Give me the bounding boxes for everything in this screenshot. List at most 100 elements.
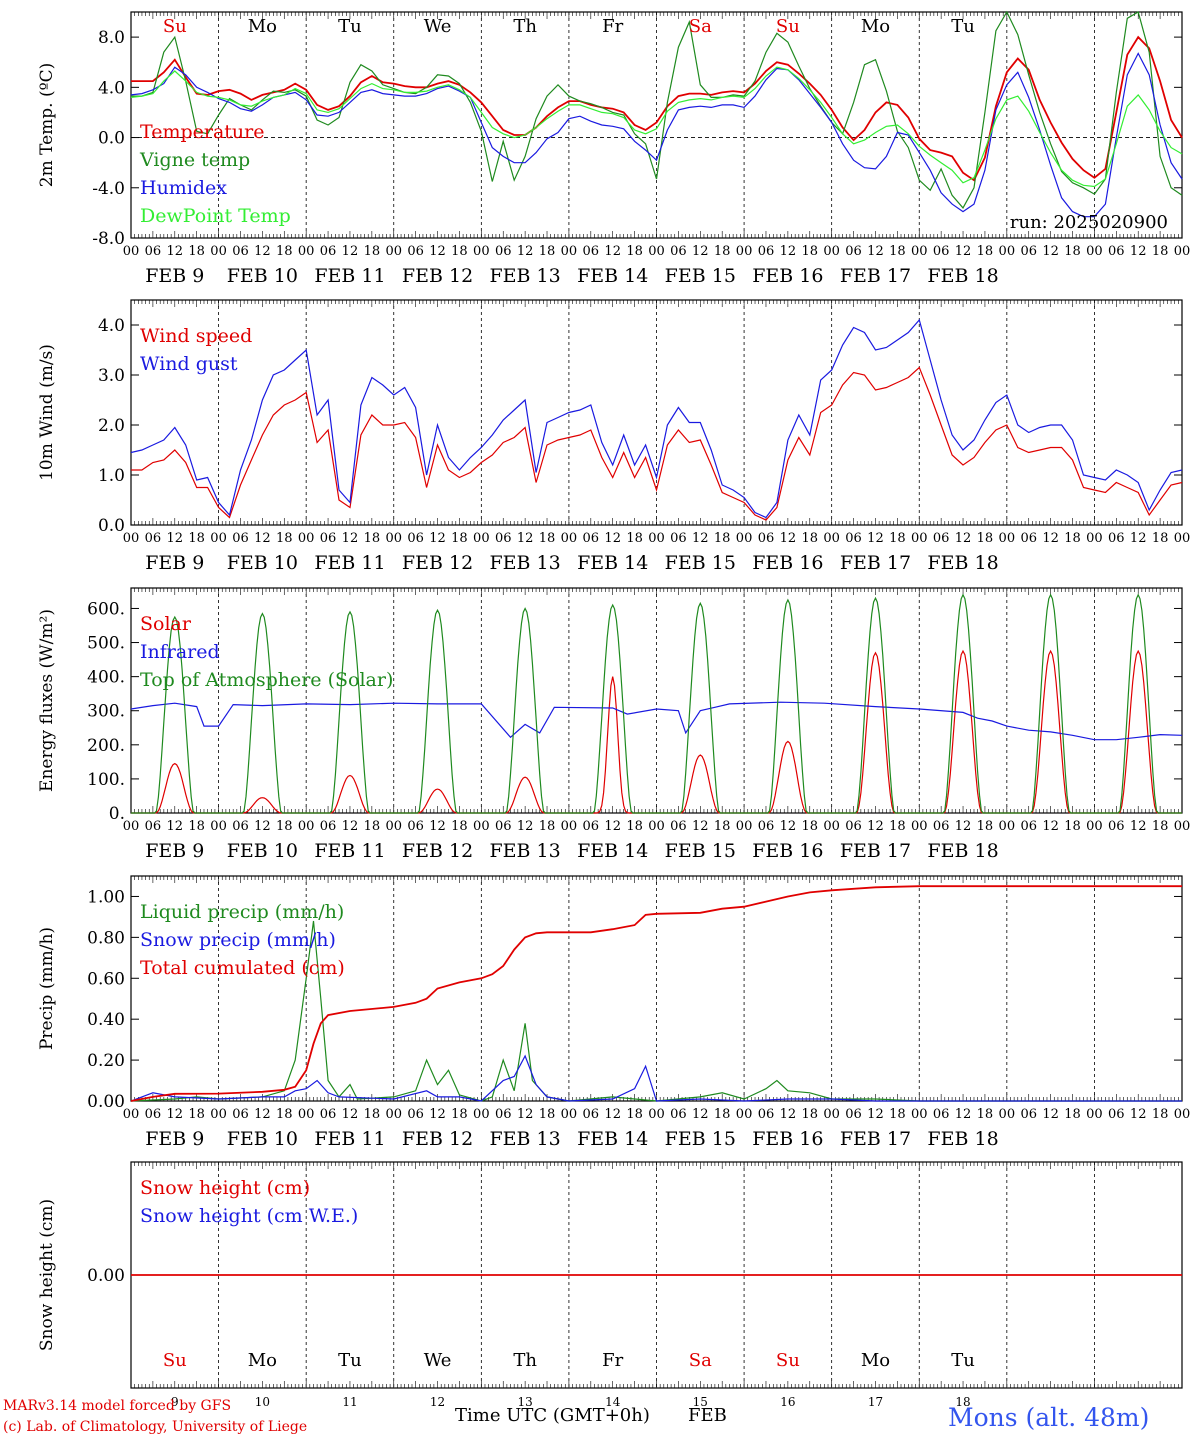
x-hour-label: 18: [714, 244, 731, 259]
y-axis-label: Snow height (cm): [37, 1199, 57, 1351]
y-axis-label: Precip (mm/h): [37, 927, 57, 1050]
x-hour-label: 00: [123, 1107, 140, 1122]
x-hour-label: 06: [758, 1107, 775, 1122]
day-name-label: Mo: [248, 16, 277, 37]
x-hour-label: 00: [1174, 244, 1191, 259]
x-date-label: FEB 11: [314, 1128, 385, 1150]
x-date-label: FEB 14: [577, 552, 648, 574]
run-label: run: 2025020900: [1010, 212, 1168, 233]
x-date-label: FEB 16: [752, 552, 823, 574]
day-name-label: Tu: [338, 16, 362, 37]
x-hour-label: 06: [583, 531, 600, 546]
x-hour-label: 18: [977, 244, 994, 259]
x-hour-label: 06: [407, 531, 424, 546]
day-name-label: Fr: [602, 1350, 623, 1371]
x-hour-label: 12: [692, 531, 709, 546]
x-hour-label: 06: [670, 244, 687, 259]
x-hour-label: 18: [539, 244, 556, 259]
x-hour-label: 06: [232, 1107, 249, 1122]
day-name-label: Tu: [338, 1350, 362, 1371]
x-hour-label: 06: [933, 819, 950, 834]
x-date-label: FEB 10: [227, 552, 298, 574]
x-date-label: FEB 16: [752, 1128, 823, 1150]
x-date-label: FEB 11: [314, 265, 385, 287]
x-hour-label: 00: [210, 1107, 227, 1122]
x-hour-label: 00: [736, 531, 753, 546]
day-number-label: 11: [342, 1395, 357, 1409]
series-line-dewpoint-temp: [130, 66, 1183, 188]
x-hour-label: 18: [889, 531, 906, 546]
x-date-label: FEB 12: [402, 840, 473, 862]
x-hour-label: 12: [1130, 819, 1147, 834]
x-hour-label: 00: [648, 819, 665, 834]
x-hour-label: 18: [364, 244, 381, 259]
x-hour-label: 12: [342, 531, 359, 546]
x-hour-label: 06: [845, 1107, 862, 1122]
x-date-label: FEB 13: [490, 840, 561, 862]
x-hour-label: 06: [670, 819, 687, 834]
x-hour-label: 06: [1020, 819, 1037, 834]
y-axis-label: Energy fluxes (W/m²): [37, 609, 57, 792]
x-hour-label: 12: [867, 244, 884, 259]
x-hour-label: 12: [1130, 1107, 1147, 1122]
y-tick-label: 0.00: [87, 1092, 125, 1112]
x-hour-label: 12: [342, 1107, 359, 1122]
x-hour-label: 06: [495, 1107, 512, 1122]
legend-entry: Snow height (cm W.E.): [140, 1205, 358, 1227]
x-hour-label: 06: [495, 244, 512, 259]
x-axis-month: FEB: [688, 1405, 727, 1426]
day-name-label: Tu: [951, 1350, 975, 1371]
x-hour-label: 00: [561, 531, 578, 546]
x-hour-label: 00: [473, 1107, 490, 1122]
x-hour-label: 00: [823, 531, 840, 546]
x-hour-label: 12: [955, 244, 972, 259]
x-hour-label: 06: [407, 1107, 424, 1122]
y-tick-label: 3.0: [98, 366, 125, 386]
x-date-label: FEB 10: [227, 265, 298, 287]
x-hour-label: 12: [692, 1107, 709, 1122]
y-tick-label: 0.80: [87, 928, 125, 948]
x-hour-label: 18: [626, 531, 643, 546]
day-name-label: Mo: [861, 16, 890, 37]
x-hour-label: 12: [254, 531, 271, 546]
series-line-humidex: [130, 52, 1183, 218]
x-hour-label: 00: [561, 244, 578, 259]
x-hour-label: 12: [167, 1107, 184, 1122]
x-hour-label: 06: [845, 531, 862, 546]
x-hour-label: 12: [167, 531, 184, 546]
x-hour-label: 18: [977, 1107, 994, 1122]
y-tick-label: 0.40: [87, 1010, 125, 1030]
x-hour-label: 18: [1064, 819, 1081, 834]
x-date-label: FEB 12: [402, 1128, 473, 1150]
x-hour-label: 12: [517, 1107, 534, 1122]
x-hour-label: 12: [780, 819, 797, 834]
x-hour-label: 06: [933, 531, 950, 546]
x-hour-label: 12: [1042, 244, 1059, 259]
x-hour-label: 06: [933, 244, 950, 259]
day-number-label: 14: [605, 1395, 621, 1409]
day-name-label: Th: [513, 1350, 537, 1371]
series-line-wind-speed: [131, 366, 1183, 521]
x-date-label: FEB 9: [145, 840, 204, 862]
x-hour-label: 18: [626, 244, 643, 259]
x-hour-label: 06: [758, 819, 775, 834]
x-hour-label: 18: [889, 1107, 906, 1122]
legend-entry: Infrared: [140, 641, 220, 663]
series-line-vigne-temp: [131, 10, 1183, 209]
x-hour-label: 06: [845, 244, 862, 259]
x-date-label: FEB 16: [752, 840, 823, 862]
day-name-label: We: [424, 16, 452, 37]
x-hour-label: 18: [1064, 1107, 1081, 1122]
x-date-label: FEB 15: [665, 840, 736, 862]
x-hour-label: 06: [1108, 531, 1125, 546]
x-hour-label: 00: [1086, 531, 1103, 546]
series-line-wind-gust: [130, 318, 1183, 519]
x-hour-label: 06: [232, 244, 249, 259]
series-line-snow-precip-mm-h-: [130, 1054, 1182, 1102]
x-hour-label: 18: [364, 1107, 381, 1122]
day-number-label: 15: [693, 1395, 708, 1409]
x-hour-label: 06: [1108, 1107, 1125, 1122]
x-date-label: FEB 18: [927, 840, 998, 862]
x-hour-label: 12: [517, 531, 534, 546]
x-hour-label: 00: [385, 531, 402, 546]
